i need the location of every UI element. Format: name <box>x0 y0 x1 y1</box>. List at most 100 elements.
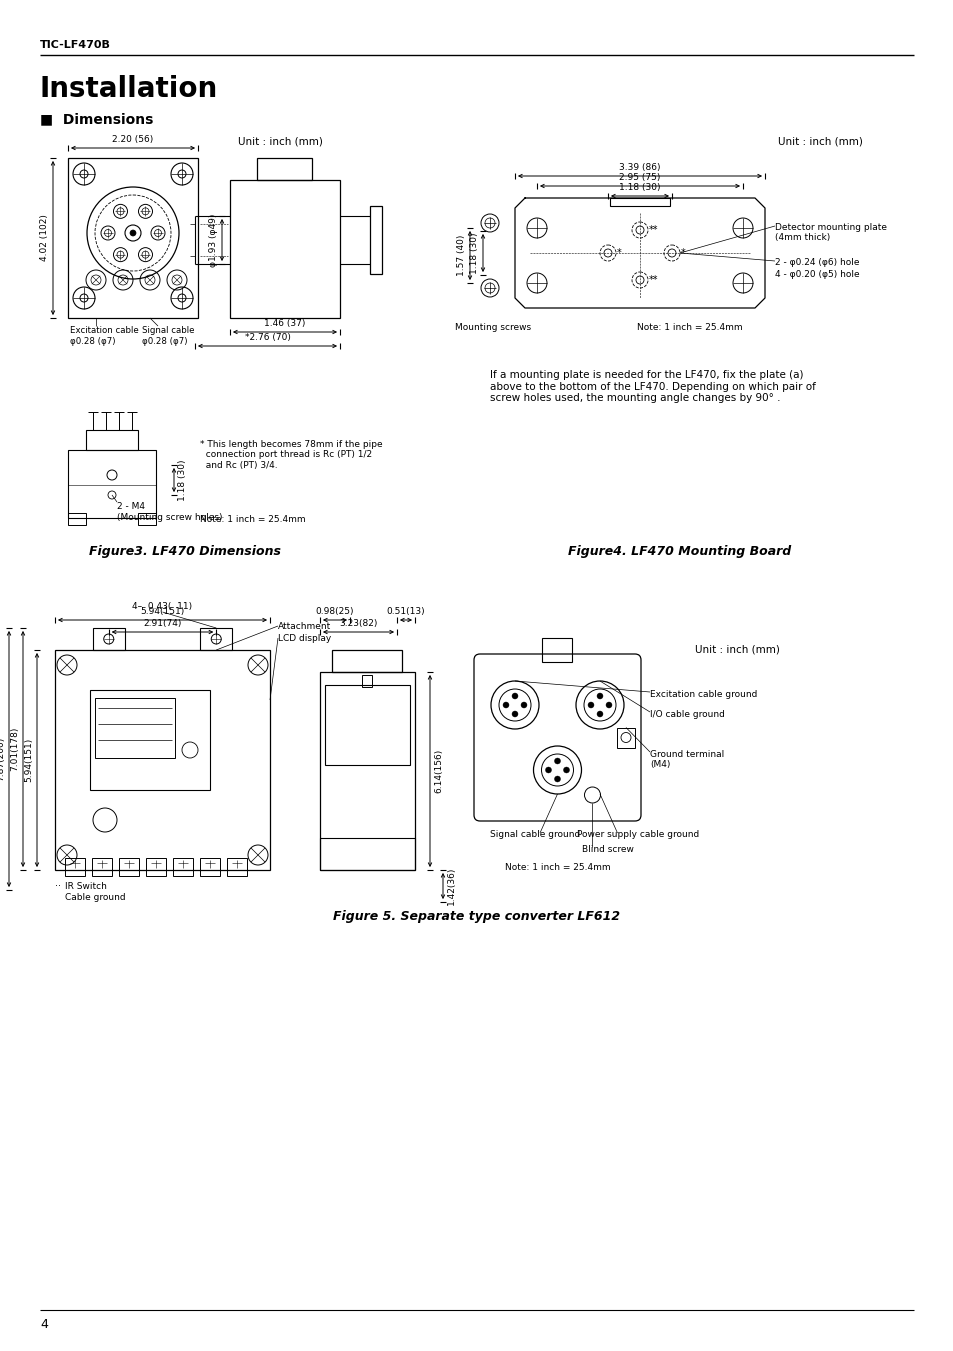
Bar <box>325 685 410 765</box>
Text: 4–  0.43(  11): 4– 0.43( 11) <box>132 603 193 611</box>
Text: 2.95 (75): 2.95 (75) <box>618 173 660 182</box>
Bar <box>257 158 313 180</box>
Bar <box>68 158 198 317</box>
Text: 1.18 (30): 1.18 (30) <box>470 232 478 274</box>
Text: IR Switch: IR Switch <box>65 882 107 892</box>
Bar <box>230 180 339 317</box>
Text: 7.01(178): 7.01(178) <box>10 727 19 771</box>
Text: I/O cable ground: I/O cable ground <box>649 711 724 719</box>
Text: LCD display: LCD display <box>277 634 331 643</box>
Text: Ground terminal
(M4): Ground terminal (M4) <box>649 750 723 770</box>
Text: 4 - φ0.20 (φ5) hole: 4 - φ0.20 (φ5) hole <box>774 270 859 280</box>
Text: *2.76 (70): *2.76 (70) <box>244 332 290 342</box>
Text: φ0.28 (φ7): φ0.28 (φ7) <box>142 336 188 346</box>
Text: 3.23(82): 3.23(82) <box>339 619 377 628</box>
Text: 5.94(151): 5.94(151) <box>140 607 185 616</box>
Circle shape <box>605 703 612 708</box>
Bar <box>138 513 156 526</box>
Circle shape <box>563 767 569 773</box>
Circle shape <box>512 711 517 717</box>
Bar <box>362 676 372 688</box>
Text: (Mounting screw holes): (Mounting screw holes) <box>117 513 222 521</box>
Bar <box>119 858 139 875</box>
Text: 5.94(151): 5.94(151) <box>24 738 33 782</box>
Text: 2.91(74): 2.91(74) <box>143 619 181 628</box>
Circle shape <box>545 767 551 773</box>
Bar <box>227 858 247 875</box>
Text: *: * <box>680 249 685 258</box>
Bar <box>86 430 138 450</box>
Text: φ0.28 (φ7): φ0.28 (φ7) <box>70 336 115 346</box>
Circle shape <box>554 775 560 782</box>
Circle shape <box>512 693 517 698</box>
Text: Mounting screws: Mounting screws <box>455 323 531 332</box>
Text: Figure3. LF470 Dimensions: Figure3. LF470 Dimensions <box>89 544 281 558</box>
Text: *: * <box>617 249 621 258</box>
Text: Attachment: Attachment <box>277 621 331 631</box>
Bar <box>542 638 572 662</box>
Text: * This length becomes 78mm if the pipe
  connection port thread is Rc (PT) 1/2
 : * This length becomes 78mm if the pipe c… <box>200 440 382 470</box>
Text: **: ** <box>648 276 658 285</box>
Text: 0.51(13): 0.51(13) <box>386 607 425 616</box>
Text: Blind screw: Blind screw <box>582 844 634 854</box>
Text: 2 - φ0.24 (φ6) hole: 2 - φ0.24 (φ6) hole <box>774 258 859 267</box>
Circle shape <box>520 703 526 708</box>
Text: Installation: Installation <box>40 76 218 103</box>
Bar <box>90 690 210 790</box>
Bar <box>95 698 174 758</box>
Text: TIC-LF470B: TIC-LF470B <box>40 41 111 50</box>
Bar <box>92 628 125 650</box>
Circle shape <box>502 703 509 708</box>
Text: 1.42(36): 1.42(36) <box>447 867 456 905</box>
Text: 3.39 (86): 3.39 (86) <box>618 163 660 172</box>
Text: Excitation cable: Excitation cable <box>70 326 138 335</box>
Bar <box>319 838 415 870</box>
Bar <box>68 450 156 517</box>
Bar <box>91 858 112 875</box>
Bar <box>319 671 415 870</box>
Text: Cable ground: Cable ground <box>65 893 126 902</box>
Text: Signal cable ground: Signal cable ground <box>490 830 579 839</box>
Bar <box>68 513 86 526</box>
Bar <box>172 858 193 875</box>
Text: Note: 1 inch = 25.4mm: Note: 1 inch = 25.4mm <box>200 515 305 524</box>
Text: 1.57 (40): 1.57 (40) <box>456 235 465 276</box>
Text: Unit : inch (mm): Unit : inch (mm) <box>237 136 322 147</box>
Text: Unit : inch (mm): Unit : inch (mm) <box>695 644 779 655</box>
Bar <box>65 858 85 875</box>
Text: 0.98(25): 0.98(25) <box>315 607 354 616</box>
Text: 1.18 (30): 1.18 (30) <box>178 459 187 501</box>
Bar <box>370 205 381 274</box>
Circle shape <box>554 758 560 765</box>
Text: Excitation cable ground: Excitation cable ground <box>649 690 757 698</box>
Text: 6.14(156): 6.14(156) <box>434 748 442 793</box>
Text: 1.18 (30): 1.18 (30) <box>618 182 660 192</box>
Bar <box>55 650 270 870</box>
Text: 1.46 (37): 1.46 (37) <box>264 319 305 328</box>
Text: 4: 4 <box>40 1319 48 1331</box>
Circle shape <box>587 703 594 708</box>
Text: Figure 5. Separate type converter LF612: Figure 5. Separate type converter LF612 <box>334 911 619 923</box>
Text: 4.02 (102): 4.02 (102) <box>40 215 49 262</box>
Bar <box>200 628 232 650</box>
Text: Note: 1 inch = 25.4mm: Note: 1 inch = 25.4mm <box>504 863 610 871</box>
Circle shape <box>130 230 136 236</box>
Text: Power supply cable ground: Power supply cable ground <box>577 830 699 839</box>
Bar <box>609 199 669 205</box>
Text: φ1.93 (φ49): φ1.93 (φ49) <box>209 213 218 266</box>
Text: Signal cable: Signal cable <box>142 326 194 335</box>
Text: 2 - M4: 2 - M4 <box>117 503 145 511</box>
Bar <box>146 858 166 875</box>
Circle shape <box>597 711 602 717</box>
Text: Note: 1 inch = 25.4mm: Note: 1 inch = 25.4mm <box>637 323 742 332</box>
Bar <box>333 650 402 671</box>
Bar <box>200 858 220 875</box>
Text: Figure4. LF470 Mounting Board: Figure4. LF470 Mounting Board <box>568 544 791 558</box>
Text: Unit : inch (mm): Unit : inch (mm) <box>777 136 862 147</box>
Text: 7.87(200): 7.87(200) <box>0 736 5 781</box>
Text: Detector mounting plate
(4mm thick): Detector mounting plate (4mm thick) <box>774 223 886 242</box>
Circle shape <box>597 693 602 698</box>
Bar <box>617 727 635 747</box>
Text: ■  Dimensions: ■ Dimensions <box>40 112 153 126</box>
Text: ..: .. <box>55 878 61 888</box>
